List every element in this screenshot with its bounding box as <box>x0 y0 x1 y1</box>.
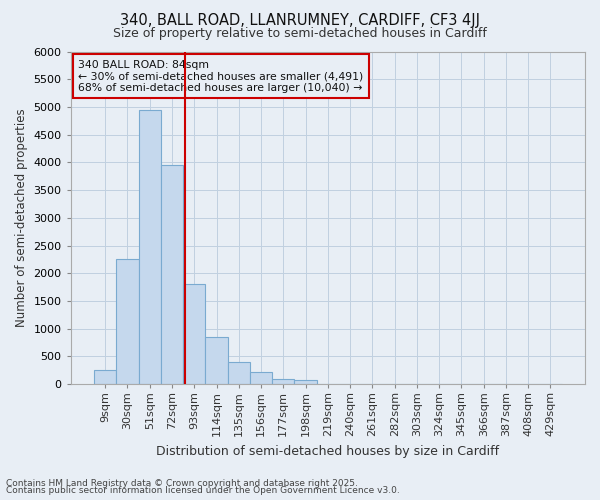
Bar <box>272 378 295 384</box>
Bar <box>183 284 205 384</box>
Bar <box>161 165 183 384</box>
Text: Contains public sector information licensed under the Open Government Licence v3: Contains public sector information licen… <box>6 486 400 495</box>
Bar <box>295 380 317 384</box>
Y-axis label: Number of semi-detached properties: Number of semi-detached properties <box>15 108 28 327</box>
Text: Contains HM Land Registry data © Crown copyright and database right 2025.: Contains HM Land Registry data © Crown c… <box>6 478 358 488</box>
Text: 340 BALL ROAD: 84sqm
← 30% of semi-detached houses are smaller (4,491)
68% of se: 340 BALL ROAD: 84sqm ← 30% of semi-detac… <box>79 60 364 93</box>
Bar <box>94 370 116 384</box>
Bar <box>227 362 250 384</box>
Bar <box>250 372 272 384</box>
Text: Size of property relative to semi-detached houses in Cardiff: Size of property relative to semi-detach… <box>113 28 487 40</box>
Bar <box>116 260 139 384</box>
Bar <box>139 110 161 384</box>
Bar <box>205 337 227 384</box>
Text: 340, BALL ROAD, LLANRUMNEY, CARDIFF, CF3 4JJ: 340, BALL ROAD, LLANRUMNEY, CARDIFF, CF3… <box>120 12 480 28</box>
X-axis label: Distribution of semi-detached houses by size in Cardiff: Distribution of semi-detached houses by … <box>156 444 499 458</box>
